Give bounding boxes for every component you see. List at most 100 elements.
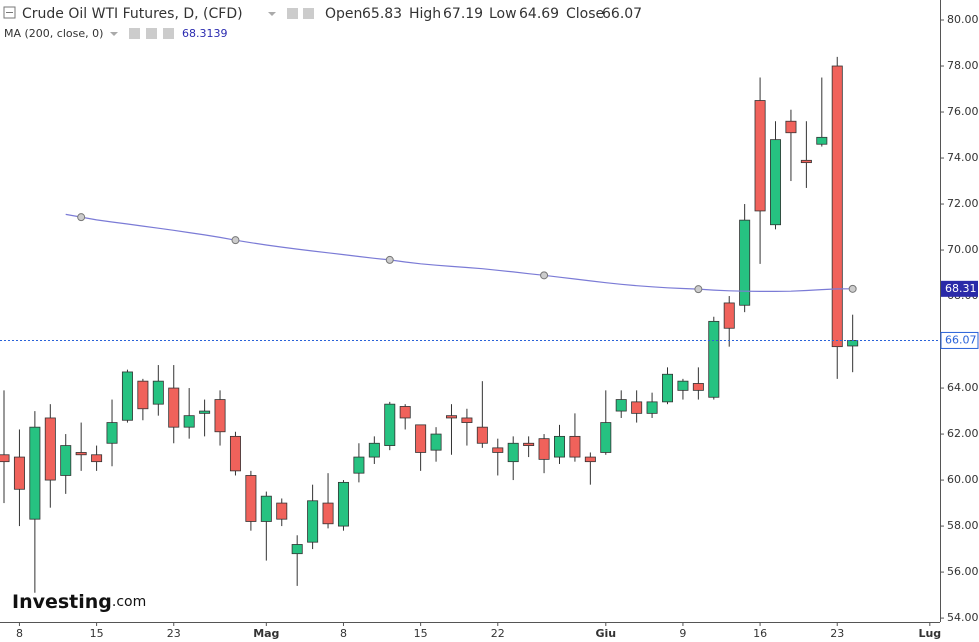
candle-body bbox=[569, 435, 581, 458]
candle-body bbox=[29, 426, 41, 520]
candle-body bbox=[384, 403, 396, 446]
candle-body bbox=[476, 426, 488, 444]
ma-value: 68.3139 bbox=[182, 27, 228, 40]
candle-body bbox=[554, 435, 565, 458]
candle-body bbox=[739, 219, 751, 306]
y-tick-label: 74.00 bbox=[947, 151, 979, 164]
candle-body bbox=[199, 410, 211, 414]
x-tick-label: Lug bbox=[918, 627, 941, 640]
candle-body bbox=[214, 399, 226, 433]
candle-body bbox=[152, 380, 164, 405]
ma-name: MA (200, close, 0) bbox=[4, 27, 103, 40]
candle-body bbox=[816, 136, 828, 145]
candles bbox=[0, 56, 859, 593]
candle-body bbox=[307, 500, 319, 543]
y-tick-label: 78.00 bbox=[947, 59, 979, 72]
x-tick-label: Mag bbox=[253, 627, 279, 640]
ma-point bbox=[385, 255, 394, 264]
high-value: 67.19 bbox=[443, 6, 483, 22]
candle-body bbox=[615, 399, 627, 412]
candle-body bbox=[245, 475, 257, 522]
candle-body bbox=[91, 454, 103, 463]
candle-body bbox=[368, 442, 380, 458]
candle-body bbox=[631, 401, 643, 414]
y-tick-label: 58.00 bbox=[947, 519, 979, 532]
x-tick-label: 23 bbox=[167, 627, 181, 640]
ma-axis-box bbox=[941, 280, 978, 297]
ma-close-icon[interactable] bbox=[163, 28, 174, 39]
candle-body bbox=[677, 380, 689, 391]
candle-body bbox=[538, 438, 550, 460]
y-tick-label: 72.00 bbox=[947, 197, 979, 210]
open-label: Open bbox=[325, 6, 362, 22]
candle-body bbox=[415, 424, 427, 453]
candle-body bbox=[600, 422, 612, 453]
title-dropdown[interactable] bbox=[268, 12, 276, 16]
logo-suffix: .com bbox=[112, 594, 146, 610]
candle-body bbox=[723, 302, 735, 329]
candle-body bbox=[445, 415, 457, 419]
ma-point bbox=[540, 271, 549, 280]
candle-body bbox=[337, 481, 349, 527]
low-label: Low bbox=[489, 6, 517, 22]
candle-body bbox=[754, 100, 766, 212]
candle-body bbox=[106, 422, 118, 444]
candle-body bbox=[708, 320, 720, 398]
candle-body bbox=[0, 454, 10, 463]
candle-body bbox=[322, 502, 334, 525]
candle-body bbox=[847, 340, 859, 347]
logo: Investing.com bbox=[12, 591, 146, 613]
y-tick-label: 62.00 bbox=[947, 427, 979, 440]
y-tick-label: 64.00 bbox=[947, 381, 979, 394]
low-value: 64.69 bbox=[519, 6, 559, 22]
eye-icon[interactable] bbox=[287, 8, 298, 19]
x-tick-label: 8 bbox=[16, 627, 23, 640]
ma-eye-icon[interactable] bbox=[129, 28, 140, 39]
ma-point bbox=[77, 213, 86, 222]
logo-main: Investing bbox=[12, 591, 112, 613]
y-tick-label: 76.00 bbox=[947, 105, 979, 118]
candle-body bbox=[785, 120, 797, 134]
candle-body bbox=[662, 373, 673, 403]
ma-point bbox=[231, 236, 240, 245]
last-price-box bbox=[940, 331, 979, 349]
candle-body bbox=[75, 452, 87, 456]
candle-body bbox=[183, 415, 195, 428]
x-tick-label: 22 bbox=[491, 627, 505, 640]
ma-dropdown[interactable] bbox=[110, 32, 118, 36]
x-tick-label: 23 bbox=[830, 627, 844, 640]
y-tick-label: 80.00 bbox=[947, 13, 979, 26]
close-label: Close bbox=[566, 6, 604, 22]
candle-body bbox=[260, 495, 272, 522]
candle-body bbox=[646, 401, 658, 414]
candle-body bbox=[584, 456, 596, 463]
candle-body bbox=[276, 502, 288, 520]
y-tick-label: 56.00 bbox=[947, 565, 979, 578]
settings-icon[interactable] bbox=[303, 8, 314, 19]
candle-body bbox=[523, 442, 535, 446]
x-tick-label: 15 bbox=[414, 627, 428, 640]
candle-body bbox=[291, 544, 303, 555]
candle-body bbox=[770, 139, 782, 226]
candle-body bbox=[44, 417, 56, 481]
ma-settings-icon[interactable] bbox=[146, 28, 157, 39]
candle-body bbox=[831, 65, 843, 348]
y-tick-label: 70.00 bbox=[947, 243, 979, 256]
open-value: 65.83 bbox=[362, 6, 402, 22]
x-tick-label: 15 bbox=[90, 627, 104, 640]
candle-body bbox=[507, 442, 519, 463]
x-tick-label: 9 bbox=[679, 627, 686, 640]
candle-body bbox=[60, 445, 72, 476]
chart-title: Crude Oil WTI Futures, D, (CFD) bbox=[22, 6, 243, 22]
collapse-icon[interactable] bbox=[3, 6, 16, 19]
candle-body bbox=[13, 456, 25, 490]
ma-point bbox=[694, 285, 703, 294]
ma-line bbox=[65, 213, 853, 292]
candle-body bbox=[692, 383, 704, 391]
candle-body bbox=[229, 435, 241, 472]
x-tick-label: 16 bbox=[753, 627, 767, 640]
candle-body bbox=[399, 406, 411, 419]
